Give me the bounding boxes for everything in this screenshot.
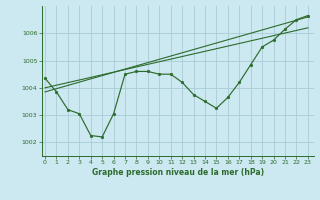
X-axis label: Graphe pression niveau de la mer (hPa): Graphe pression niveau de la mer (hPa) <box>92 168 264 177</box>
